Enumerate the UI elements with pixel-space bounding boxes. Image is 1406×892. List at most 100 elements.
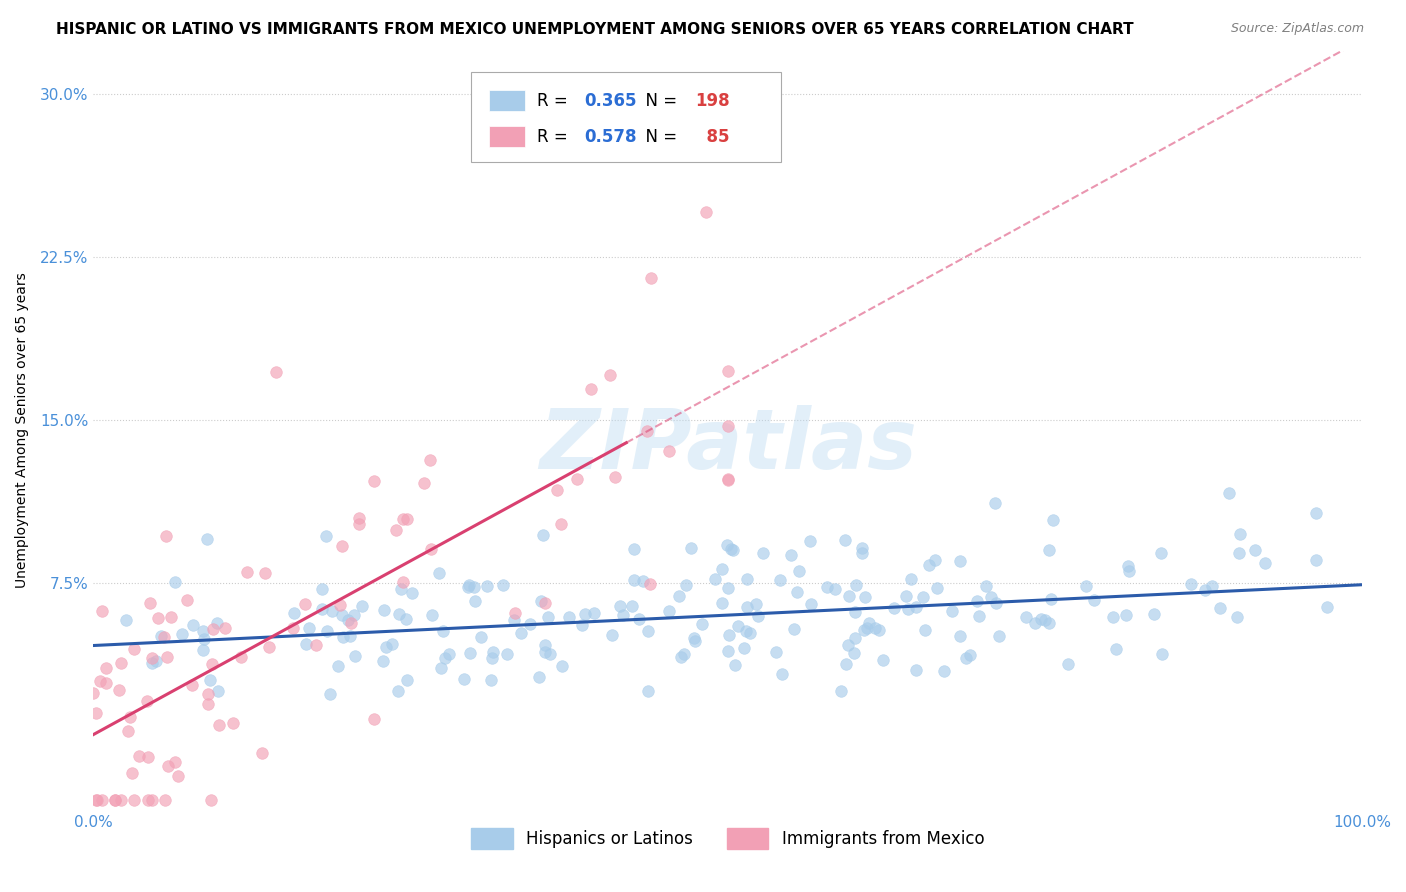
Point [343,648,366,663]
Point [298,621,321,635]
Point [883,601,905,615]
Point [121,765,143,780]
Point [434,651,457,665]
Point [717,473,740,487]
Text: R =: R = [537,128,574,145]
Point [150,629,173,643]
Point [458,578,481,592]
Point [704,572,727,586]
Point [717,472,740,486]
Point [780,549,803,563]
Point [1074,578,1097,592]
Point [718,628,741,642]
Point [1244,543,1267,558]
Point [381,637,404,651]
Point [170,627,193,641]
Point [321,604,343,618]
Point [1083,593,1105,607]
Point [835,657,858,671]
Point [623,573,645,587]
Point [207,684,229,698]
Text: N =: N = [636,92,682,110]
Point [311,582,333,597]
Point [769,573,792,587]
Point [1152,647,1174,661]
Point [395,673,418,688]
Point [392,512,415,526]
Point [623,542,645,557]
Point [1014,610,1036,624]
Point [637,684,659,698]
Point [863,621,886,635]
Point [193,643,215,657]
Point [914,623,936,637]
Point [710,562,733,576]
Point [716,538,738,552]
Point [551,658,574,673]
Point [388,607,411,621]
Point [396,512,419,526]
Point [136,750,159,764]
Point [789,564,811,578]
Point [90,604,112,618]
Point [153,792,176,806]
Point [747,609,769,624]
Point [851,541,873,555]
Point [1209,600,1232,615]
Point [640,577,662,591]
Point [734,624,756,638]
Point [1024,616,1046,631]
Point [683,631,706,645]
Point [153,630,176,644]
Point [838,589,860,603]
Point [157,759,180,773]
Point [457,581,479,595]
Point [200,657,222,672]
Point [959,648,981,663]
Point [91,792,114,806]
Point [668,589,690,603]
Point [330,539,353,553]
Point [475,579,498,593]
Point [675,578,697,592]
Point [84,792,107,806]
Point [695,205,717,219]
Point [339,629,361,643]
Point [332,630,354,644]
Point [155,529,177,543]
Point [824,582,846,597]
Text: Source: ZipAtlas.com: Source: ZipAtlas.com [1230,22,1364,36]
Point [599,368,621,382]
Point [326,659,349,673]
Point [519,617,541,632]
Point [1218,486,1240,500]
Point [141,650,163,665]
Point [340,615,363,630]
Point [117,724,139,739]
Point [969,609,991,624]
Point [574,607,596,622]
Point [904,664,927,678]
Point [283,606,305,620]
Point [330,608,353,623]
Point [419,453,441,467]
Point [482,644,505,658]
Point [711,596,734,610]
Point [1150,546,1173,560]
Point [352,599,374,614]
Point [529,670,551,684]
Point [197,697,219,711]
Point [1038,615,1060,630]
Point [1101,610,1123,624]
Point [917,558,939,573]
Point [295,637,318,651]
Point [852,623,875,637]
Point [401,586,423,600]
Point [1057,657,1080,672]
Point [717,364,740,378]
Point [815,580,838,594]
Point [600,628,623,642]
Point [128,749,150,764]
Point [373,654,395,668]
Point [1180,576,1202,591]
